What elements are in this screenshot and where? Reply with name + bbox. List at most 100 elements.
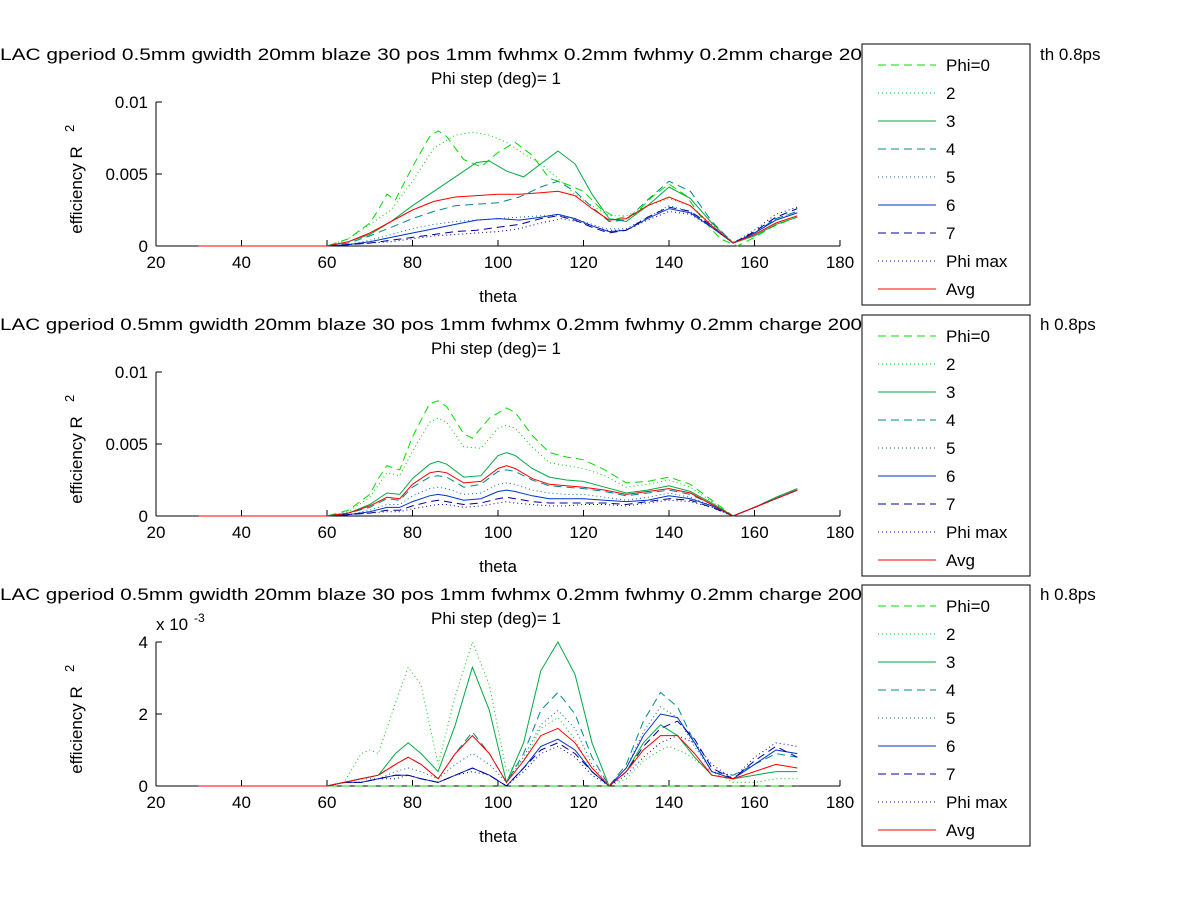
chart-subtitle: Phi step (deg)= 1	[431, 609, 561, 628]
legend-label: 5	[946, 709, 955, 728]
series-line-6	[198, 713, 798, 787]
chart-title-tail: h 0.8ps	[1040, 315, 1096, 334]
chart-title-line1: LAC gperiod 0.5mm gwidth 20mm blaze 30 p…	[0, 45, 862, 64]
series-line-7	[198, 720, 798, 787]
series-line-9	[198, 727, 798, 787]
x-tick-label: 100	[484, 253, 512, 272]
series-line-1	[198, 130, 798, 247]
x-tick-label: 40	[232, 523, 251, 542]
x-tick-label: 20	[147, 793, 166, 812]
chart-subtitle: Phi step (deg)= 1	[431, 339, 561, 358]
y-tick-label: 2	[139, 705, 148, 724]
legend-label: Phi max	[946, 252, 1008, 271]
y-tick-label: 0.005	[105, 435, 148, 454]
legend-label: 4	[946, 140, 955, 159]
series-line-8	[198, 489, 798, 517]
y-tick-label: 0.01	[115, 93, 148, 112]
legend-label: 7	[946, 765, 955, 784]
legend: Phi=0 2 3 4 5 6 7 Phi max Avg	[861, 43, 1031, 306]
series-line-5	[198, 706, 798, 787]
series-line-4	[198, 691, 798, 787]
chart-subtitle: Phi step (deg)= 1	[431, 69, 561, 88]
series-line-8	[198, 206, 798, 247]
y-tick-label: 0	[139, 507, 148, 526]
legend-label: 5	[946, 439, 955, 458]
series-line-3	[198, 452, 798, 517]
x-tick-label: 100	[484, 793, 512, 812]
x-axis-label: theta	[479, 827, 517, 846]
y-tick-label: 0	[139, 777, 148, 796]
y-axis-label: efficiency R	[67, 416, 86, 504]
y-tick-label: 0	[139, 237, 148, 256]
series-line-6	[198, 489, 798, 517]
legend-label: 4	[946, 411, 955, 430]
chart-panel-2: 20 40 60 80 100 120 140 160 180 0 0.005 0.01 theta ef…	[0, 314, 1096, 577]
chart-panel-1: 20 40 60 80 100 120 140 160 180 0 0.005 0.01 theta ef…	[0, 43, 1101, 306]
series-line-3	[198, 150, 798, 247]
x-tick-label: 120	[569, 793, 597, 812]
y-tick-label: 4	[139, 633, 148, 652]
series-line-2	[198, 640, 798, 787]
legend: Phi=0 2 3 4 5 6 7 Phi max Avg	[861, 314, 1031, 577]
x-tick-label: 140	[655, 253, 683, 272]
legend-label: 2	[946, 625, 955, 644]
series-line-9	[198, 190, 798, 247]
legend-label: Phi max	[946, 793, 1008, 812]
legend-label: 6	[946, 737, 955, 756]
legend-label: 7	[946, 495, 955, 514]
x-tick-label: 80	[403, 793, 422, 812]
y-exponent-label: x 10	[156, 615, 188, 634]
y-axis-label: efficiency R	[67, 146, 86, 234]
x-tick-label: 60	[318, 523, 337, 542]
legend-label: 2	[946, 355, 955, 374]
series-line-1	[198, 400, 798, 517]
x-axis-label: theta	[479, 557, 517, 576]
series-line-2	[198, 131, 798, 247]
legend-label: 6	[946, 467, 955, 486]
x-tick-label: 20	[147, 523, 166, 542]
x-tick-label: 80	[403, 523, 422, 542]
x-tick-label: 80	[403, 253, 422, 272]
y-tick-label: 0.005	[105, 165, 148, 184]
series-line-7	[198, 489, 798, 517]
legend-label: Phi=0	[946, 327, 990, 346]
x-tick-label: 120	[569, 523, 597, 542]
x-tick-label: 160	[740, 253, 768, 272]
chart-title-line1: LAC gperiod 0.5mm gwidth 20mm blaze 30 p…	[0, 315, 862, 334]
legend-label: Avg	[946, 280, 975, 299]
series-line-9	[198, 465, 798, 517]
series-line-3	[198, 640, 798, 787]
x-tick-label: 120	[569, 253, 597, 272]
x-tick-label: 40	[232, 253, 251, 272]
x-tick-label: 60	[318, 253, 337, 272]
y-axis-label-sup: 2	[62, 125, 77, 132]
legend: Phi=0 2 3 4 5 6 7 Phi max Avg	[861, 584, 1031, 847]
legend-label: Avg	[946, 551, 975, 570]
x-tick-label: 180	[826, 523, 854, 542]
x-tick-label: 140	[655, 793, 683, 812]
x-tick-label: 160	[740, 793, 768, 812]
x-tick-label: 40	[232, 793, 251, 812]
series-line-5	[198, 205, 798, 247]
legend-label: 3	[946, 383, 955, 402]
x-tick-label: 180	[826, 253, 854, 272]
chart-panel-3: 20 40 60 80 100 120 140 160 180 0 2 4 x 10 -3 theta eff…	[0, 584, 1096, 847]
chart-title-tail: h 0.8ps	[1040, 585, 1096, 604]
y-tick-label: 0.01	[115, 363, 148, 382]
legend-label: Phi max	[946, 523, 1008, 542]
legend-label: 3	[946, 112, 955, 131]
x-axis-label: theta	[479, 287, 517, 306]
x-tick-label: 20	[147, 253, 166, 272]
legend-label: Phi=0	[946, 56, 990, 75]
chart-title-line1: LAC gperiod 0.5mm gwidth 20mm blaze 30 p…	[0, 585, 862, 604]
legend-label: 4	[946, 681, 955, 700]
x-tick-label: 140	[655, 523, 683, 542]
legend-label: 6	[946, 196, 955, 215]
series-line-4	[198, 469, 798, 517]
legend-label: 2	[946, 84, 955, 103]
y-axis-label: efficiency R	[67, 686, 86, 774]
x-tick-label: 100	[484, 523, 512, 542]
chart-title-tail: th 0.8ps	[1040, 45, 1101, 64]
